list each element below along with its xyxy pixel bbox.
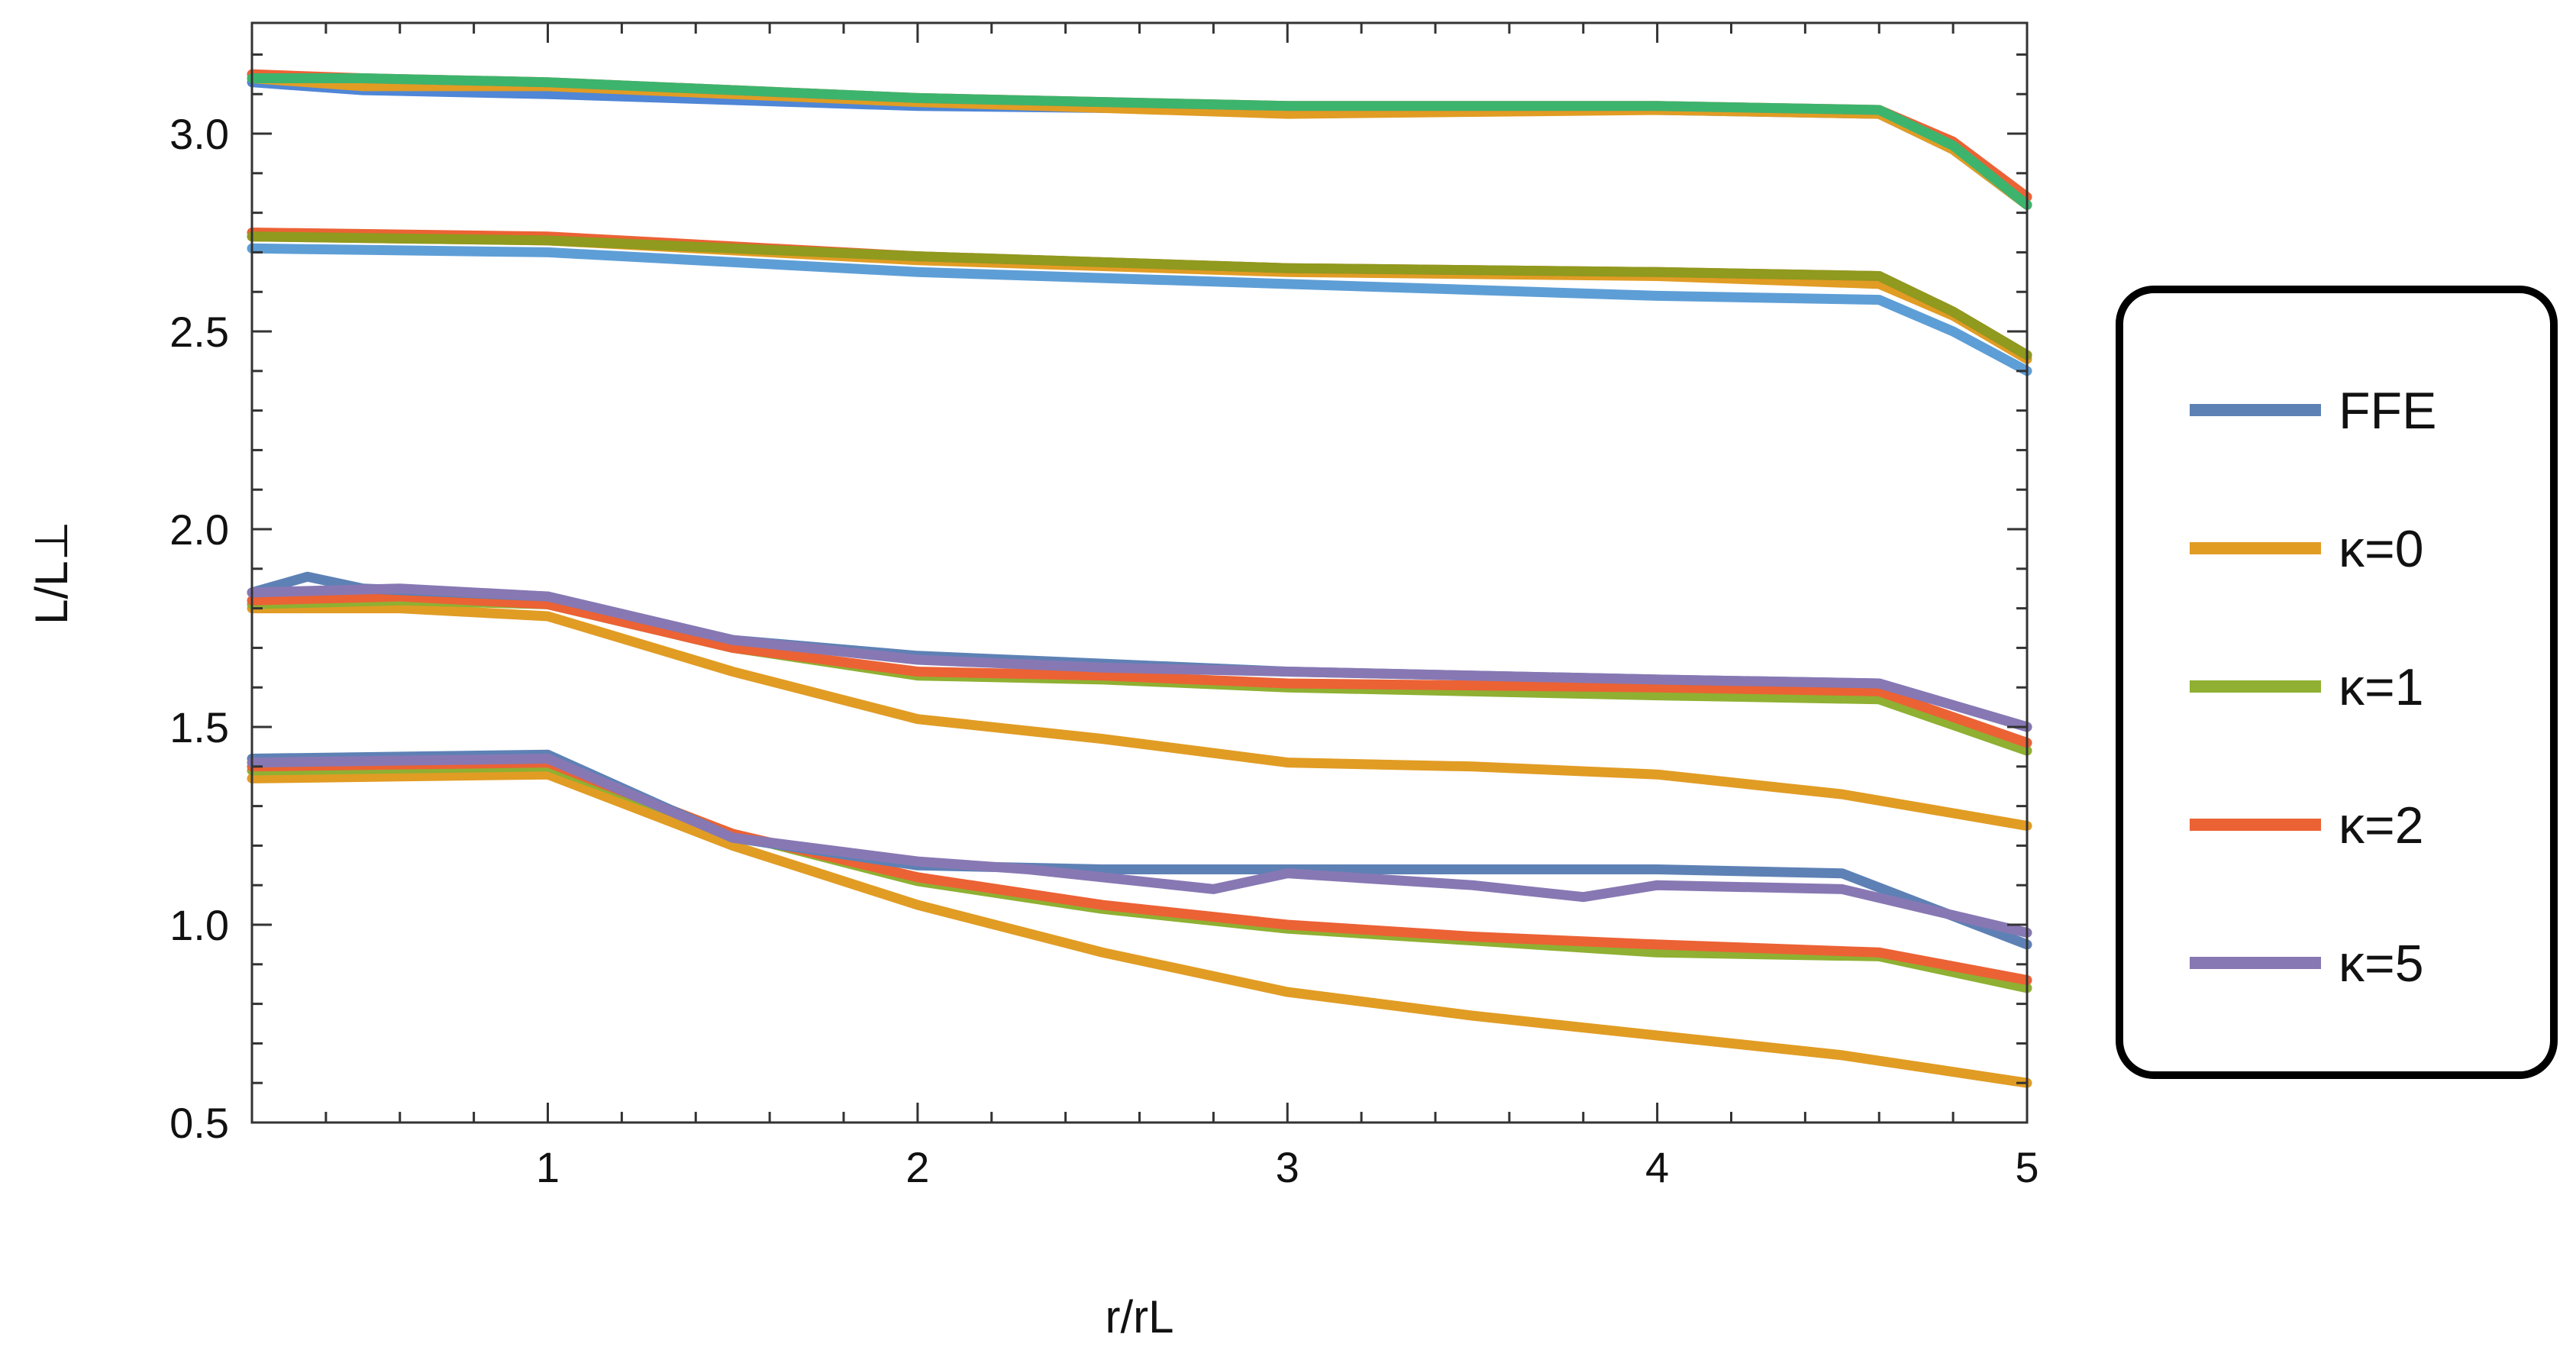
x-axis-label: r/rL [1106,1291,1174,1342]
legend-label-k0: κ=0 [2339,520,2424,578]
y-tick-label: 0.5 [169,1099,229,1147]
legend-label-k5: κ=5 [2339,935,2424,993]
x-tick-label: 2 [905,1143,929,1191]
y-axis-label: L/L⊥ [26,521,77,625]
series-line-κ=0-1.8 [247,603,2032,831]
y-tick-label: 2.0 [169,506,229,554]
legend-label-k1: κ=1 [2339,658,2424,716]
x-tick-label: 1 [536,1143,560,1191]
axis-layer: 1 2 3 4 5 0.5 1.0 1.5 2.0 2.5 3.0 [169,21,2039,1191]
y-tick-label: 1.5 [169,703,229,751]
series-line-κ=5-1.8 [247,583,2032,732]
series-line-κ=5-1.4 [247,754,2032,938]
y-tick-label: 3.0 [169,110,229,158]
y-tick-label: 1.0 [169,901,229,949]
x-tick-label: 5 [2015,1143,2039,1191]
legend-label-FFE: FFE [2339,382,2436,440]
x-tick-label: 3 [1276,1143,1299,1191]
x-tick-label: 4 [1645,1143,1669,1191]
y-tick-label: 2.5 [169,308,229,356]
series-line-κ=1-3.1 [247,73,2032,210]
series-line-FFE-2.7 [247,243,2032,376]
series-line-κ=1-2.7 [247,231,2032,360]
series-line-κ=0-1.4 [247,769,2032,1088]
legend: FFE κ=0 κ=1 κ=2 κ=5 [2116,286,2558,1079]
series-layer [247,69,2032,1088]
series-line-κ=2-1.8 [247,591,2032,748]
legend-label-k2: κ=2 [2339,796,2424,854]
legend-box [2116,286,2558,1079]
